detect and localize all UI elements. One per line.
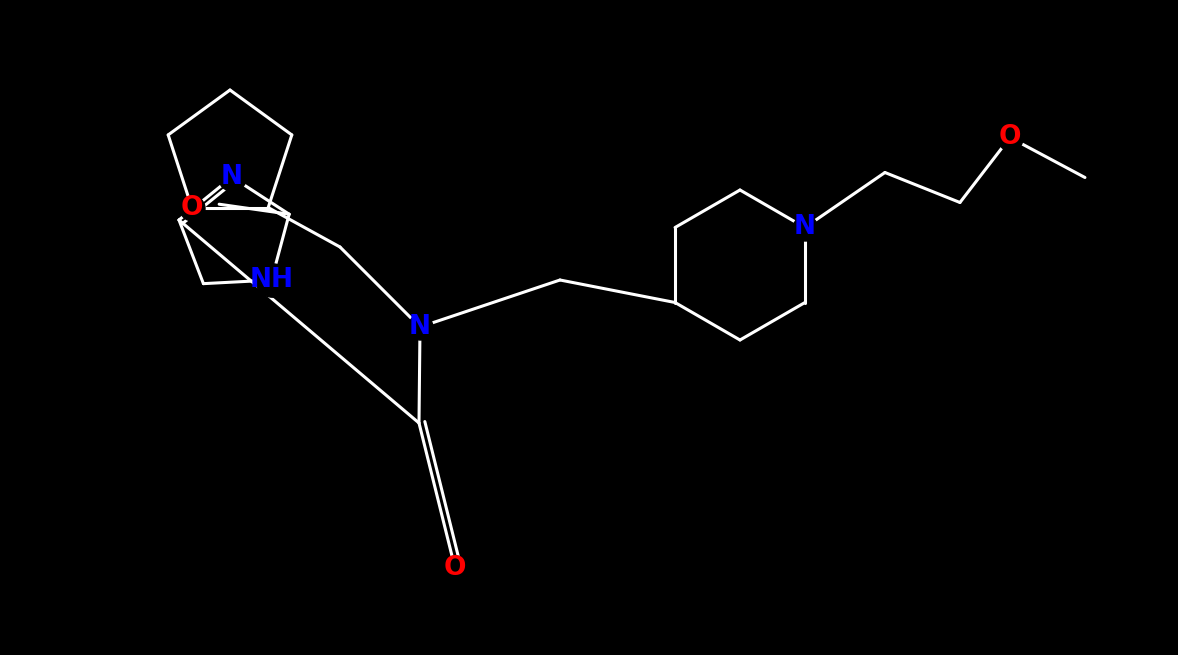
Text: O: O xyxy=(180,195,203,221)
Text: O: O xyxy=(444,555,466,581)
Text: N: N xyxy=(794,214,816,240)
Text: N: N xyxy=(221,164,243,190)
Text: NH: NH xyxy=(250,267,293,293)
Text: O: O xyxy=(999,124,1021,151)
Text: N: N xyxy=(409,314,431,340)
